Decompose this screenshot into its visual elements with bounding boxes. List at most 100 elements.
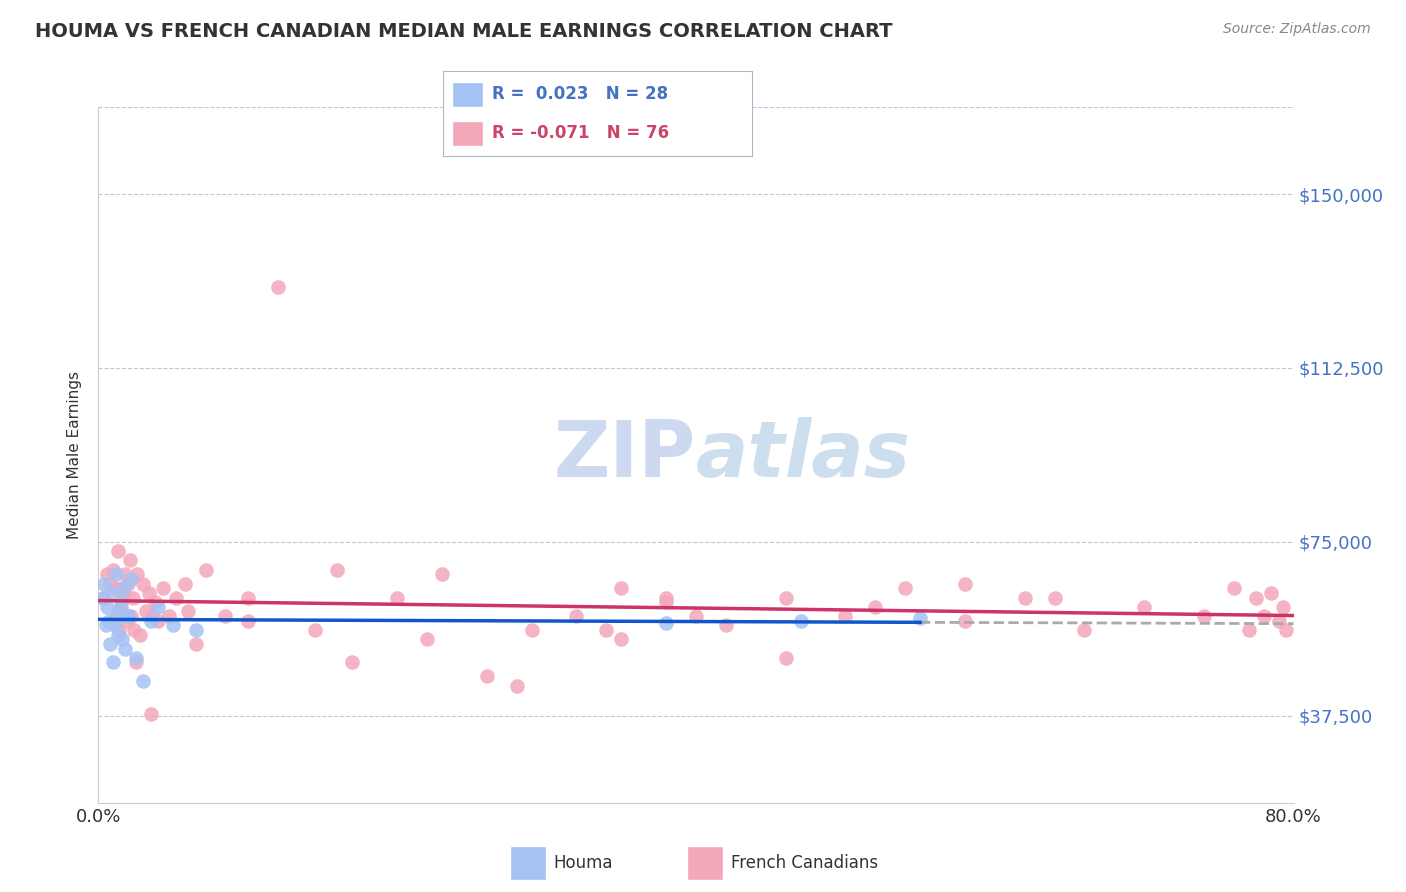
Point [236,591,259,605]
Point [135,605,157,619]
Point [114,567,136,582]
Point [107,544,129,558]
Point [114,641,136,656]
Point [120,572,142,586]
Point [953,614,976,628]
Point [118,553,141,567]
Point [104,582,127,596]
Point [1014,591,1036,605]
Point [610,582,633,596]
Point [111,632,134,647]
Point [132,674,155,689]
Point [103,656,125,670]
Point [1260,586,1282,600]
Point [162,618,184,632]
Point [177,605,200,619]
Point [127,567,149,582]
Point [157,609,180,624]
Point [103,563,125,577]
Point [141,609,163,624]
Point [834,609,856,624]
Point [1223,582,1246,596]
Point [908,611,931,625]
Point [714,618,737,632]
Point [139,614,162,628]
Point [416,632,439,647]
Text: French Canadians: French Canadians [731,854,877,872]
Point [120,609,142,624]
Point [1253,609,1275,624]
Point [139,706,162,721]
Point [125,656,148,670]
Point [184,637,207,651]
Point [100,637,122,651]
Point [94,618,117,632]
Point [1267,614,1289,628]
Point [475,669,498,683]
Point [117,609,139,624]
Point [129,628,152,642]
Point [610,632,633,647]
Point [214,609,236,624]
Bar [510,846,546,880]
Point [91,591,114,605]
Bar [453,81,484,107]
Point [342,656,364,670]
Point [506,679,529,693]
Point [655,591,678,605]
Point [953,576,976,591]
Point [195,563,218,577]
Point [655,595,678,609]
Text: HOUMA VS FRENCH CANADIAN MEDIAN MALE EARNINGS CORRELATION CHART: HOUMA VS FRENCH CANADIAN MEDIAN MALE EAR… [35,22,893,41]
Point [595,623,617,637]
Point [304,623,326,637]
Point [111,582,134,596]
Point [326,563,349,577]
Point [184,623,207,637]
Point [1275,623,1298,637]
Point [1073,623,1095,637]
Bar [453,120,484,146]
Bar [688,846,723,880]
Text: ZIP: ZIP [554,417,696,493]
Point [894,582,917,596]
Point [148,599,170,614]
Point [91,591,114,605]
Text: Houma: Houma [554,854,613,872]
Point [100,576,122,591]
Text: Source: ZipAtlas.com: Source: ZipAtlas.com [1223,22,1371,37]
Point [101,586,124,600]
Point [121,591,143,605]
Y-axis label: Median Male Earnings: Median Male Earnings [67,371,83,539]
Point [152,582,174,596]
Point [97,614,120,628]
Point [1272,599,1295,614]
Point [124,623,146,637]
Point [385,591,409,605]
Point [236,614,259,628]
Point [138,586,160,600]
Text: atlas: atlas [696,417,911,493]
Point [132,576,155,591]
Point [775,651,797,665]
Point [108,623,131,637]
Text: R =  0.023   N = 28: R = 0.023 N = 28 [492,86,668,103]
Point [110,599,132,614]
Text: R = -0.071   N = 76: R = -0.071 N = 76 [492,124,669,142]
Point [115,614,138,628]
Point [430,567,453,582]
Point [165,591,187,605]
Point [1237,623,1260,637]
Point [96,567,118,582]
Point [775,591,797,605]
Point [105,609,128,624]
Point [655,615,678,630]
Point [110,595,132,609]
Point [685,609,707,624]
Point [865,599,887,614]
Point [143,595,166,609]
Point [789,614,811,628]
Point [148,614,170,628]
Point [96,599,118,614]
Point [112,586,135,600]
